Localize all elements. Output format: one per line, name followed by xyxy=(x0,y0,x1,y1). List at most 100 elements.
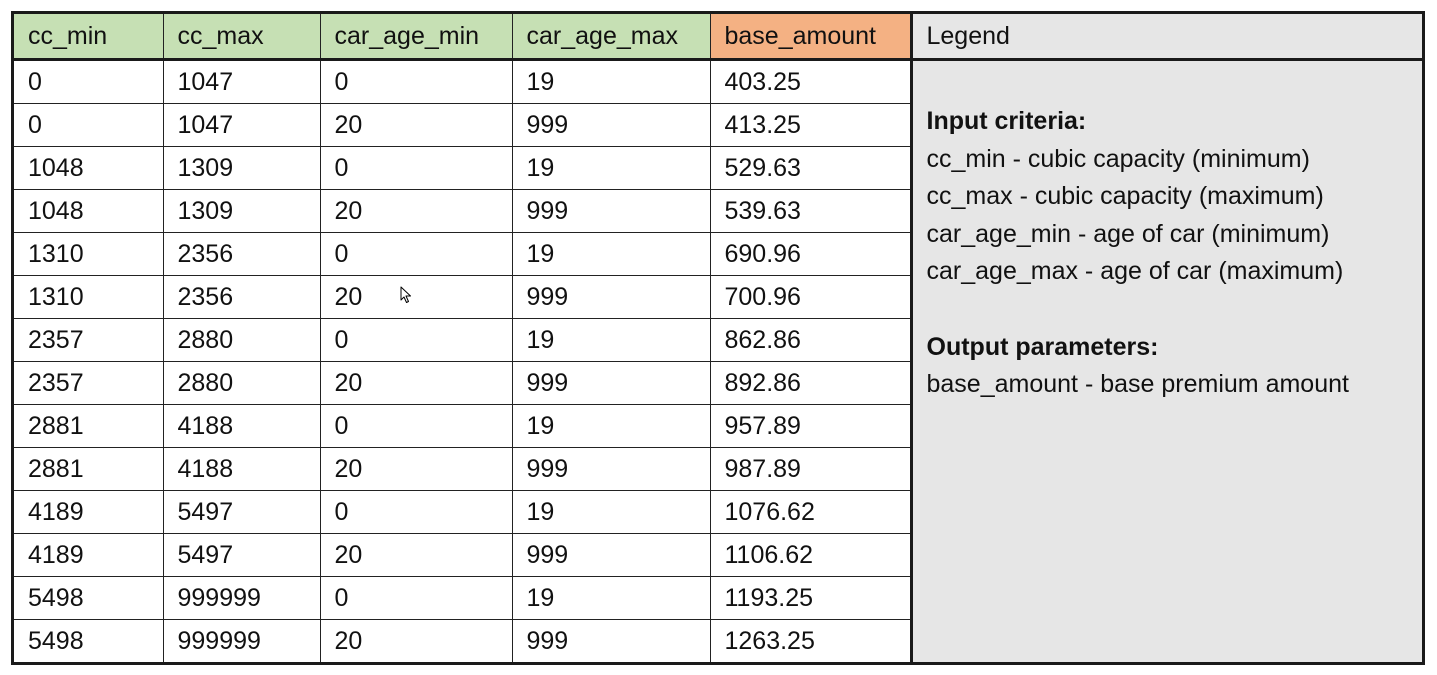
cell-car-age-min[interactable]: 20 xyxy=(319,447,513,491)
table-row: 2881 4188 20 999 987.89 xyxy=(14,447,913,491)
legend-header[interactable]: Legend xyxy=(912,14,1422,61)
table-row: 4189 5497 20 999 1106.62 xyxy=(14,533,913,577)
header-row: cc_min cc_max car_age_min car_age_max ba… xyxy=(14,14,913,61)
cell-cc-max[interactable]: 2880 xyxy=(162,318,321,362)
mouse-pointer-icon xyxy=(400,286,411,303)
cell-base-amount[interactable]: 1076.62 xyxy=(709,490,913,534)
cell-car-age-max[interactable]: 999 xyxy=(511,361,711,405)
cell-car-age-max[interactable]: 19 xyxy=(511,576,711,620)
table-body: 0 1047 0 19 403.25 0 1047 20 999 413.25 1048 1309 0 1… xyxy=(14,59,913,662)
cell-base-amount[interactable]: 892.86 xyxy=(709,361,913,405)
cell-cc-max[interactable]: 5497 xyxy=(162,533,321,577)
legend-line-car-age-min: car_age_min - age of car (minimum) xyxy=(926,219,1330,248)
legend-panel: Legend Input criteria: cc_min - cubic ca… xyxy=(912,14,1423,662)
cell-base-amount[interactable]: 1106.62 xyxy=(709,533,913,577)
table-row: 2881 4188 0 19 957.89 xyxy=(14,404,913,448)
cell-cc-max[interactable]: 2356 xyxy=(162,232,321,276)
table-row: 4189 5497 0 19 1076.62 xyxy=(14,490,913,534)
cell-base-amount[interactable]: 957.89 xyxy=(709,404,913,448)
cell-cc-min[interactable]: 0 xyxy=(14,103,164,147)
cell-cc-min[interactable]: 5498 xyxy=(14,576,164,620)
cell-cc-max[interactable]: 2880 xyxy=(162,361,321,405)
cell-cc-min[interactable]: 2357 xyxy=(14,318,164,362)
cell-base-amount[interactable]: 862.86 xyxy=(709,318,913,362)
cell-car-age-max[interactable]: 19 xyxy=(511,59,711,104)
cell-car-age-min[interactable]: 20 xyxy=(319,533,513,577)
cell-base-amount[interactable]: 1263.25 xyxy=(709,619,913,662)
legend-line-cc-max: cc_max - cubic capacity (maximum) xyxy=(926,182,1324,210)
table-row: 2357 2880 20 999 892.86 xyxy=(14,361,913,405)
header-car-age-max[interactable]: car_age_max xyxy=(511,14,711,61)
cell-car-age-max[interactable]: 999 xyxy=(511,619,711,662)
cell-cc-max[interactable]: 1047 xyxy=(162,59,321,104)
input-criteria-heading: Input criteria: xyxy=(926,107,1087,135)
cell-cc-min[interactable]: 4189 xyxy=(14,533,164,577)
header-base-amount[interactable]: base_amount xyxy=(709,14,913,61)
cell-cc-min[interactable]: 5498 xyxy=(14,619,164,662)
cell-base-amount[interactable]: 403.25 xyxy=(709,59,913,104)
cell-base-amount[interactable]: 413.25 xyxy=(709,103,913,147)
cell-cc-max[interactable]: 1309 xyxy=(162,146,321,190)
cell-car-age-min[interactable]: 0 xyxy=(319,318,513,362)
cell-cc-max[interactable]: 4188 xyxy=(162,447,321,491)
cell-cc-min[interactable]: 0 xyxy=(14,59,164,104)
legend-line-base-amount: base_amount - base premium amount xyxy=(926,370,1349,398)
cell-car-age-min[interactable]: 20 xyxy=(319,189,513,233)
cell-car-age-min[interactable]: 20 xyxy=(319,103,513,147)
cell-car-age-min[interactable]: 0 xyxy=(319,146,513,190)
cell-cc-min[interactable]: 1048 xyxy=(14,189,164,233)
premium-table: cc_min cc_max car_age_min car_age_max ba… xyxy=(14,14,913,662)
header-car-age-min[interactable]: car_age_min xyxy=(319,14,513,61)
header-cc-max[interactable]: cc_max xyxy=(162,14,321,61)
cell-car-age-min[interactable]: 20 xyxy=(319,275,513,319)
cell-car-age-max[interactable]: 999 xyxy=(511,189,711,233)
cell-cc-min[interactable]: 1310 xyxy=(14,232,164,276)
cell-base-amount[interactable]: 690.96 xyxy=(709,232,913,276)
cell-base-amount[interactable]: 700.96 xyxy=(709,275,913,319)
cell-cc-max[interactable]: 999999 xyxy=(162,619,321,662)
cell-car-age-max[interactable]: 999 xyxy=(511,447,711,491)
cell-cc-max[interactable]: 999999 xyxy=(162,576,321,620)
cell-car-age-min[interactable]: 0 xyxy=(319,576,513,620)
cell-car-age-min[interactable]: 0 xyxy=(319,404,513,448)
cell-cc-max[interactable]: 1047 xyxy=(162,103,321,147)
cell-car-age-min[interactable]: 0 xyxy=(319,232,513,276)
cell-car-age-min[interactable]: 0 xyxy=(319,490,513,534)
table-row: 0 1047 20 999 413.25 xyxy=(14,103,913,147)
cell-cc-max[interactable]: 5497 xyxy=(162,490,321,534)
cell-cc-max[interactable]: 1309 xyxy=(162,189,321,233)
cell-cc-min[interactable]: 1048 xyxy=(14,146,164,190)
header-cc-min[interactable]: cc_min xyxy=(14,14,164,61)
cell-car-age-max[interactable]: 999 xyxy=(511,275,711,319)
cell-base-amount[interactable]: 529.63 xyxy=(709,146,913,190)
cell-car-age-min[interactable]: 20 xyxy=(319,619,513,662)
cell-car-age-max[interactable]: 19 xyxy=(511,318,711,362)
cell-car-age-max[interactable]: 999 xyxy=(511,103,711,147)
cell-cc-min[interactable]: 2357 xyxy=(14,361,164,405)
cell-car-age-max[interactable]: 19 xyxy=(511,146,711,190)
table-row: 1048 1309 20 999 539.63 xyxy=(14,189,913,233)
cell-base-amount[interactable]: 1193.25 xyxy=(709,576,913,620)
cell-car-age-min[interactable]: 0 xyxy=(319,59,513,104)
cell-cc-min[interactable]: 1310 xyxy=(14,275,164,319)
table-row: 1310 2356 20 999 700.96 xyxy=(14,275,913,319)
output-parameters-heading: Output parameters: xyxy=(926,332,1159,361)
cell-cc-max[interactable]: 2356 xyxy=(162,275,321,319)
cell-car-age-max[interactable]: 19 xyxy=(511,232,711,276)
cell-car-age-max[interactable]: 19 xyxy=(511,490,711,534)
cell-car-age-max[interactable]: 19 xyxy=(511,404,711,448)
cell-cc-max[interactable]: 4188 xyxy=(162,404,321,448)
cell-car-age-max[interactable]: 999 xyxy=(511,533,711,577)
legend-line-car-age-max: car_age_max - age of car (maximum) xyxy=(926,257,1344,285)
legend-line-cc-min: cc_min - cubic capacity (minimum) xyxy=(926,144,1310,173)
table-row: 5498 999999 20 999 1263.25 xyxy=(14,619,913,662)
legend-spacer xyxy=(927,291,1423,329)
cell-cc-min[interactable]: 2881 xyxy=(14,447,164,491)
table-row: 0 1047 0 19 403.25 xyxy=(14,59,913,104)
legend-body[interactable]: Input criteria: cc_min - cubic capacity … xyxy=(913,61,1423,404)
cell-cc-min[interactable]: 4189 xyxy=(14,490,164,534)
cell-car-age-min[interactable]: 20 xyxy=(319,361,513,405)
cell-base-amount[interactable]: 539.63 xyxy=(709,189,913,233)
cell-base-amount[interactable]: 987.89 xyxy=(709,447,913,491)
cell-cc-min[interactable]: 2881 xyxy=(14,404,164,448)
